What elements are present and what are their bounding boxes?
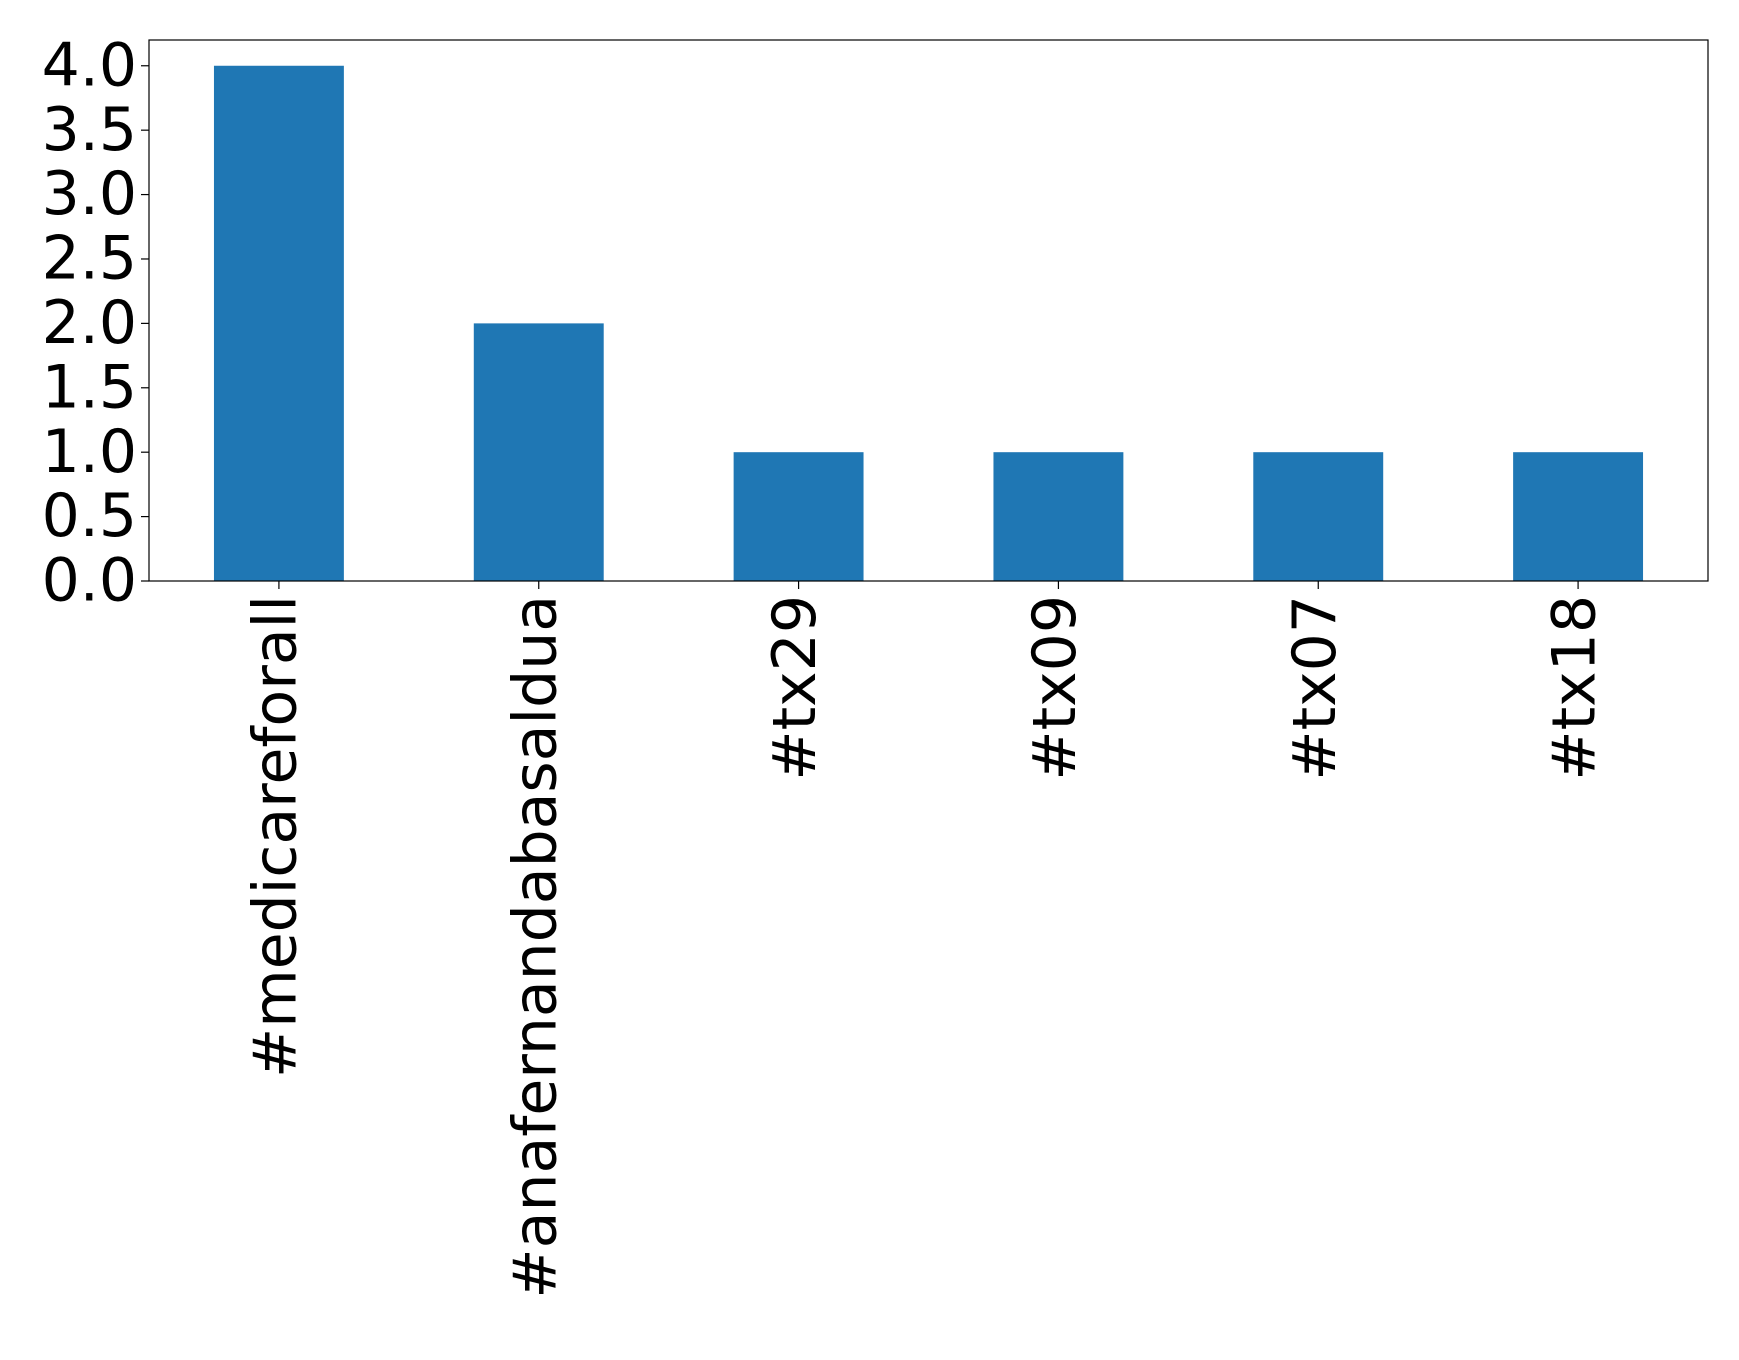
x-tick-label: #anafernandabasaldua xyxy=(500,595,570,1299)
y-tick-label: 0.5 xyxy=(42,481,137,551)
y-tick-label: 4.0 xyxy=(42,30,137,100)
y-tick-label: 2.0 xyxy=(42,288,137,358)
x-tick-label: #tx29 xyxy=(760,595,830,781)
y-tick-label: 1.5 xyxy=(42,352,137,422)
x-tick-label: #tx07 xyxy=(1280,595,1350,781)
y-tick-label: 3.5 xyxy=(42,95,137,165)
bar xyxy=(213,65,344,581)
y-tick-label: 3.0 xyxy=(42,159,137,229)
y-tick-label: 0.0 xyxy=(42,546,137,616)
bar xyxy=(473,323,604,581)
bar xyxy=(993,452,1124,581)
bar xyxy=(733,452,864,581)
x-tick-label: #tx09 xyxy=(1020,595,1090,781)
x-tick-label: #tx18 xyxy=(1540,595,1610,781)
x-tick-label: #medicareforall xyxy=(241,595,311,1078)
y-tick-label: 1.0 xyxy=(42,417,137,487)
y-tick-label: 2.5 xyxy=(42,224,137,294)
bar xyxy=(1513,452,1644,581)
bar xyxy=(1253,452,1384,581)
plot-frame xyxy=(148,39,1709,582)
